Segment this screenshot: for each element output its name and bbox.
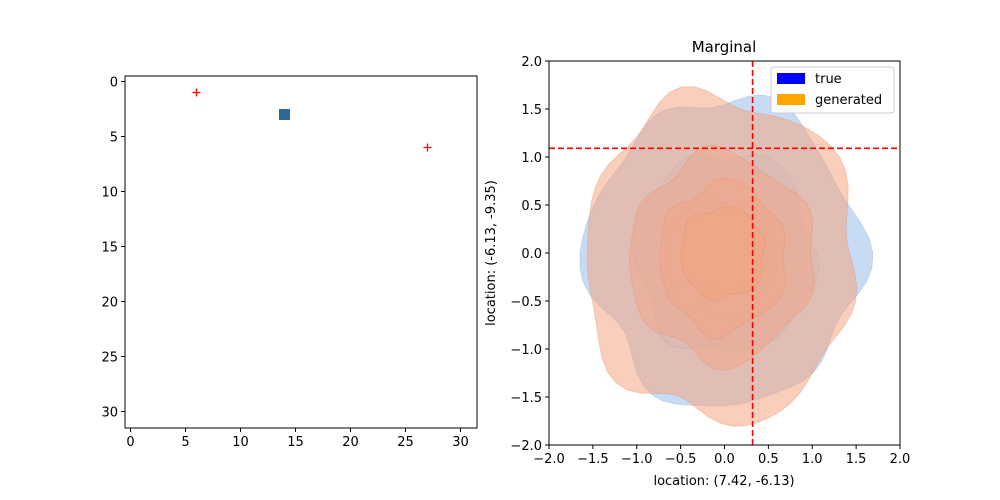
- left-x-tick-label: 25: [397, 435, 414, 450]
- right-y-tick-label: 1.5: [521, 103, 542, 118]
- right-x-ticks: −2.0 −1.5 −1.0 −0.5 0.0 0.5 1.0 1.5 2.0: [533, 445, 910, 467]
- x-axis-label: location: (7.42, -6.13): [653, 474, 794, 489]
- density-contour-generated: [586, 86, 858, 427]
- right-y-tick-label: 0.0: [521, 247, 542, 262]
- left-x-tick-label: 20: [342, 435, 359, 450]
- right-x-tick-label: 0.0: [714, 452, 735, 467]
- right-x-tick-label: −2.0: [533, 452, 565, 467]
- right-x-tick-label: 1.0: [802, 452, 823, 467]
- left-axes-frame: [124, 75, 478, 429]
- right-y-ticks: −2.0 −1.5 −1.0 −0.5 0.0 0.5 1.0 1.5 2.0: [510, 55, 549, 454]
- left-x-tick-label: 10: [232, 435, 249, 450]
- right-x-tick-label: 2.0: [890, 452, 911, 467]
- right-panel: −2.0 −1.5 −1.0 −0.5 0.0 0.5 1.0 1.5 2.0 −2.0 −1.5…: [484, 38, 910, 489]
- y-axis-label: location: (-6.13, -9.35): [484, 180, 499, 326]
- square-marker: [279, 109, 290, 120]
- left-y-tick-label: 5: [110, 131, 118, 146]
- left-y-tick-label: 0: [110, 76, 118, 91]
- right-x-tick-label: 0.5: [758, 452, 779, 467]
- left-panel: 0 5 10 15 20 25 30 0 5 10 15 20 25 30: [101, 75, 478, 450]
- right-x-tick-label: −1.0: [621, 452, 653, 467]
- right-y-tick-label: 2.0: [521, 55, 542, 70]
- plus-marker: [192, 88, 201, 97]
- right-x-tick-label: −1.5: [577, 452, 609, 467]
- legend-label-generated: generated: [815, 93, 882, 108]
- left-y-ticks: 0 5 10 15 20 25 30: [101, 76, 125, 421]
- right-x-tick-label: 1.5: [846, 452, 867, 467]
- legend-swatch-true: [777, 73, 805, 84]
- density-series-generated: [586, 86, 858, 427]
- density-contour-generated: [680, 206, 766, 302]
- right-y-tick-label: −0.5: [510, 295, 542, 310]
- left-y-tick-label: 10: [101, 186, 118, 201]
- left-x-ticks: 0 5 10 15 20 25 30: [126, 428, 469, 450]
- left-y-tick-label: 30: [101, 406, 118, 421]
- left-y-tick-label: 25: [101, 351, 118, 366]
- chart-title: Marginal: [692, 38, 757, 56]
- legend-label-true: true: [815, 72, 842, 87]
- left-x-tick-label: 5: [181, 435, 189, 450]
- left-x-tick-label: 15: [287, 435, 304, 450]
- left-plot-area: [192, 88, 432, 152]
- left-x-tick-label: 0: [126, 435, 134, 450]
- right-y-tick-label: 1.0: [521, 151, 542, 166]
- right-y-tick-label: −2.0: [510, 439, 542, 454]
- legend-swatch-generated: [777, 94, 805, 105]
- plus-marker: [423, 143, 432, 152]
- legend: true generated: [770, 66, 895, 114]
- left-y-tick-label: 20: [101, 296, 118, 311]
- right-y-tick-label: 0.5: [521, 199, 542, 214]
- right-x-tick-label: −0.5: [665, 452, 697, 467]
- right-y-tick-label: −1.5: [510, 391, 542, 406]
- right-y-tick-label: −1.0: [510, 343, 542, 358]
- right-plot-area: [549, 61, 900, 445]
- left-y-tick-label: 15: [101, 241, 118, 256]
- left-x-tick-label: 30: [452, 435, 469, 450]
- density-contour-generated: [629, 144, 815, 371]
